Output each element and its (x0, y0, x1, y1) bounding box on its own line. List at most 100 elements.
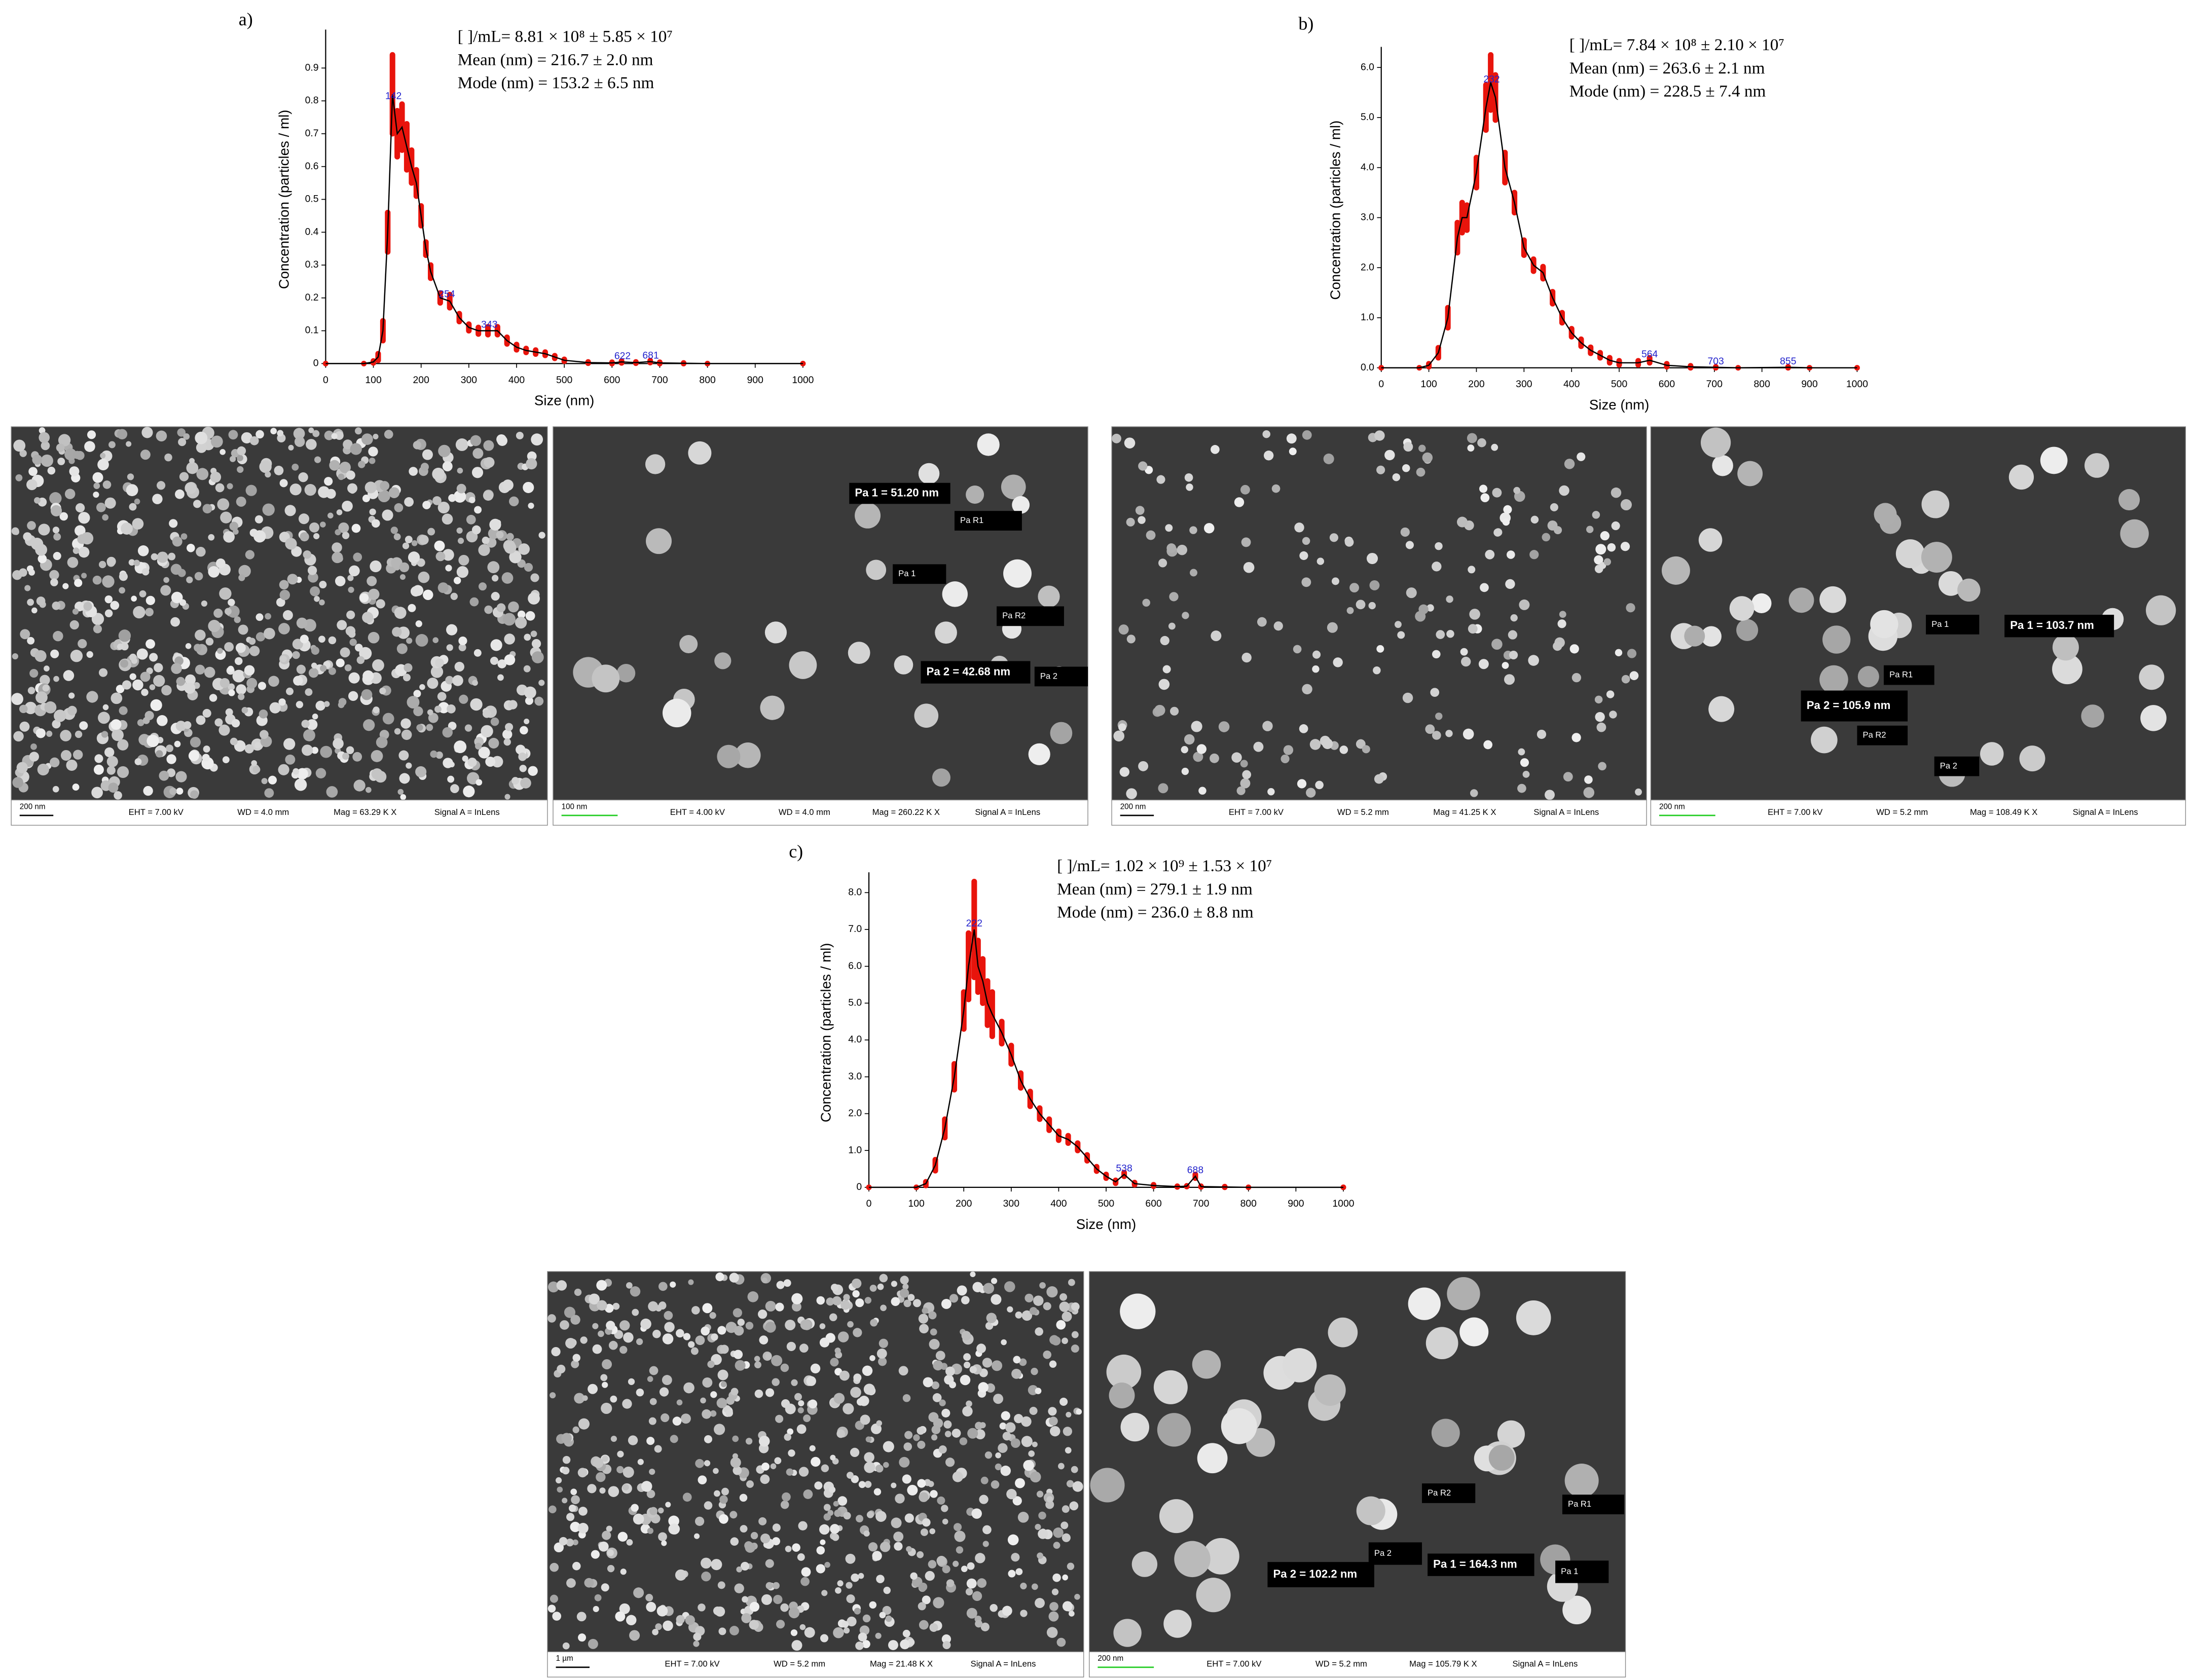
peak-label: 688 (1187, 1165, 1203, 1176)
particle (1293, 645, 1302, 654)
particle (717, 744, 741, 768)
particle (945, 1458, 955, 1467)
particle (730, 1388, 739, 1396)
particle (81, 532, 94, 545)
particle (710, 1410, 717, 1417)
particle (443, 758, 453, 768)
stats-text: Mode (nm) = 153.2 ± 6.5 nm (458, 73, 654, 92)
particle (1112, 433, 1121, 443)
particle (647, 1527, 653, 1534)
x-tick-label: 0 (323, 375, 328, 386)
particle (139, 590, 147, 598)
particle (623, 1484, 629, 1490)
particle (990, 1603, 998, 1612)
particle (491, 591, 500, 601)
particle (737, 1319, 745, 1326)
particle (19, 568, 27, 577)
particle (772, 1378, 780, 1386)
particle (350, 443, 362, 455)
particle (319, 581, 327, 589)
particle (1157, 1413, 1191, 1447)
particle (894, 655, 913, 675)
particle (555, 1477, 562, 1484)
y-tick-label: 1.0 (1361, 312, 1374, 323)
particle (1015, 1478, 1025, 1488)
particle (129, 503, 137, 511)
particle (469, 597, 479, 607)
particle (633, 1513, 644, 1525)
info-wd: WD = 4.0 mm (237, 807, 289, 817)
particle (205, 638, 214, 646)
particle (1059, 1293, 1068, 1301)
particle (1138, 761, 1149, 771)
particle (733, 1350, 743, 1359)
particle (458, 636, 467, 646)
particle (717, 1326, 726, 1335)
particle (903, 1442, 912, 1451)
particle (332, 542, 342, 553)
particle (98, 668, 108, 677)
particle (774, 1457, 782, 1465)
particle (1627, 649, 1637, 658)
particle (770, 1463, 777, 1470)
particle (1001, 1411, 1010, 1421)
particle (628, 1435, 638, 1445)
particle (944, 1431, 952, 1438)
particle (356, 656, 365, 664)
particle (482, 709, 491, 718)
particle (600, 1374, 608, 1382)
particle (227, 483, 233, 490)
particle (730, 1457, 741, 1468)
particle (1210, 753, 1219, 763)
particle (361, 689, 373, 700)
particle (196, 715, 206, 725)
particle (1297, 779, 1307, 789)
particle (98, 712, 110, 724)
particle (1516, 1300, 1551, 1335)
particle (2140, 705, 2167, 731)
particle (1126, 517, 1135, 527)
particle (1029, 1307, 1038, 1315)
particle (485, 757, 496, 767)
particle (701, 1326, 710, 1336)
particle (1242, 770, 1252, 779)
particle (710, 1391, 717, 1398)
particle (1362, 745, 1370, 754)
particle (572, 1426, 579, 1433)
particle (454, 740, 467, 754)
particle (526, 458, 537, 470)
particle (837, 1580, 844, 1587)
particle (530, 573, 539, 582)
particle (399, 574, 406, 580)
particle (931, 1425, 941, 1434)
particle (1510, 614, 1518, 622)
particle (27, 599, 34, 606)
particle (773, 1582, 780, 1589)
particle (368, 631, 380, 644)
particle (906, 1546, 912, 1552)
particle (1002, 1606, 1012, 1616)
particle (215, 558, 226, 568)
particle (550, 1562, 559, 1572)
particle (954, 1530, 966, 1542)
particle (1241, 537, 1251, 547)
particle (1069, 1611, 1075, 1617)
particle (300, 532, 309, 542)
particle (623, 1332, 634, 1343)
particle (680, 1413, 691, 1424)
particle (649, 1366, 659, 1375)
particle (922, 1307, 929, 1314)
particle (102, 514, 109, 521)
particle (904, 1431, 913, 1439)
particle (1046, 1286, 1058, 1298)
annotation-box (954, 511, 1022, 531)
particle (784, 1433, 791, 1441)
particle (1263, 451, 1274, 461)
particle (949, 1294, 959, 1303)
particle (343, 439, 353, 450)
particle (234, 616, 241, 623)
particle (1062, 1574, 1068, 1581)
particle (1053, 1527, 1064, 1538)
info-signal: Signal A = InLens (2073, 807, 2138, 817)
